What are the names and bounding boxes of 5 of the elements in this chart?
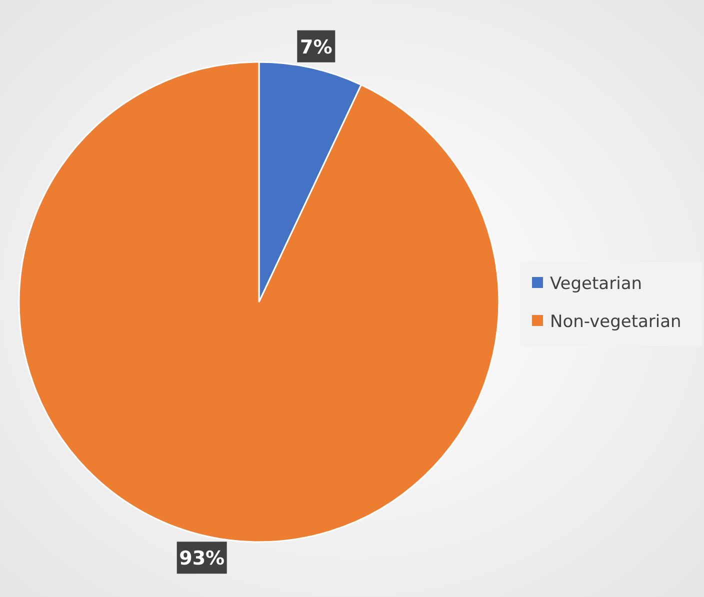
legend-label: Vegetarian [550,274,642,294]
data-label: 93% [179,548,225,570]
pie-slice [18,61,500,543]
data-label: 7% [300,36,332,58]
slice-label: Non-vegetarian [550,312,682,332]
